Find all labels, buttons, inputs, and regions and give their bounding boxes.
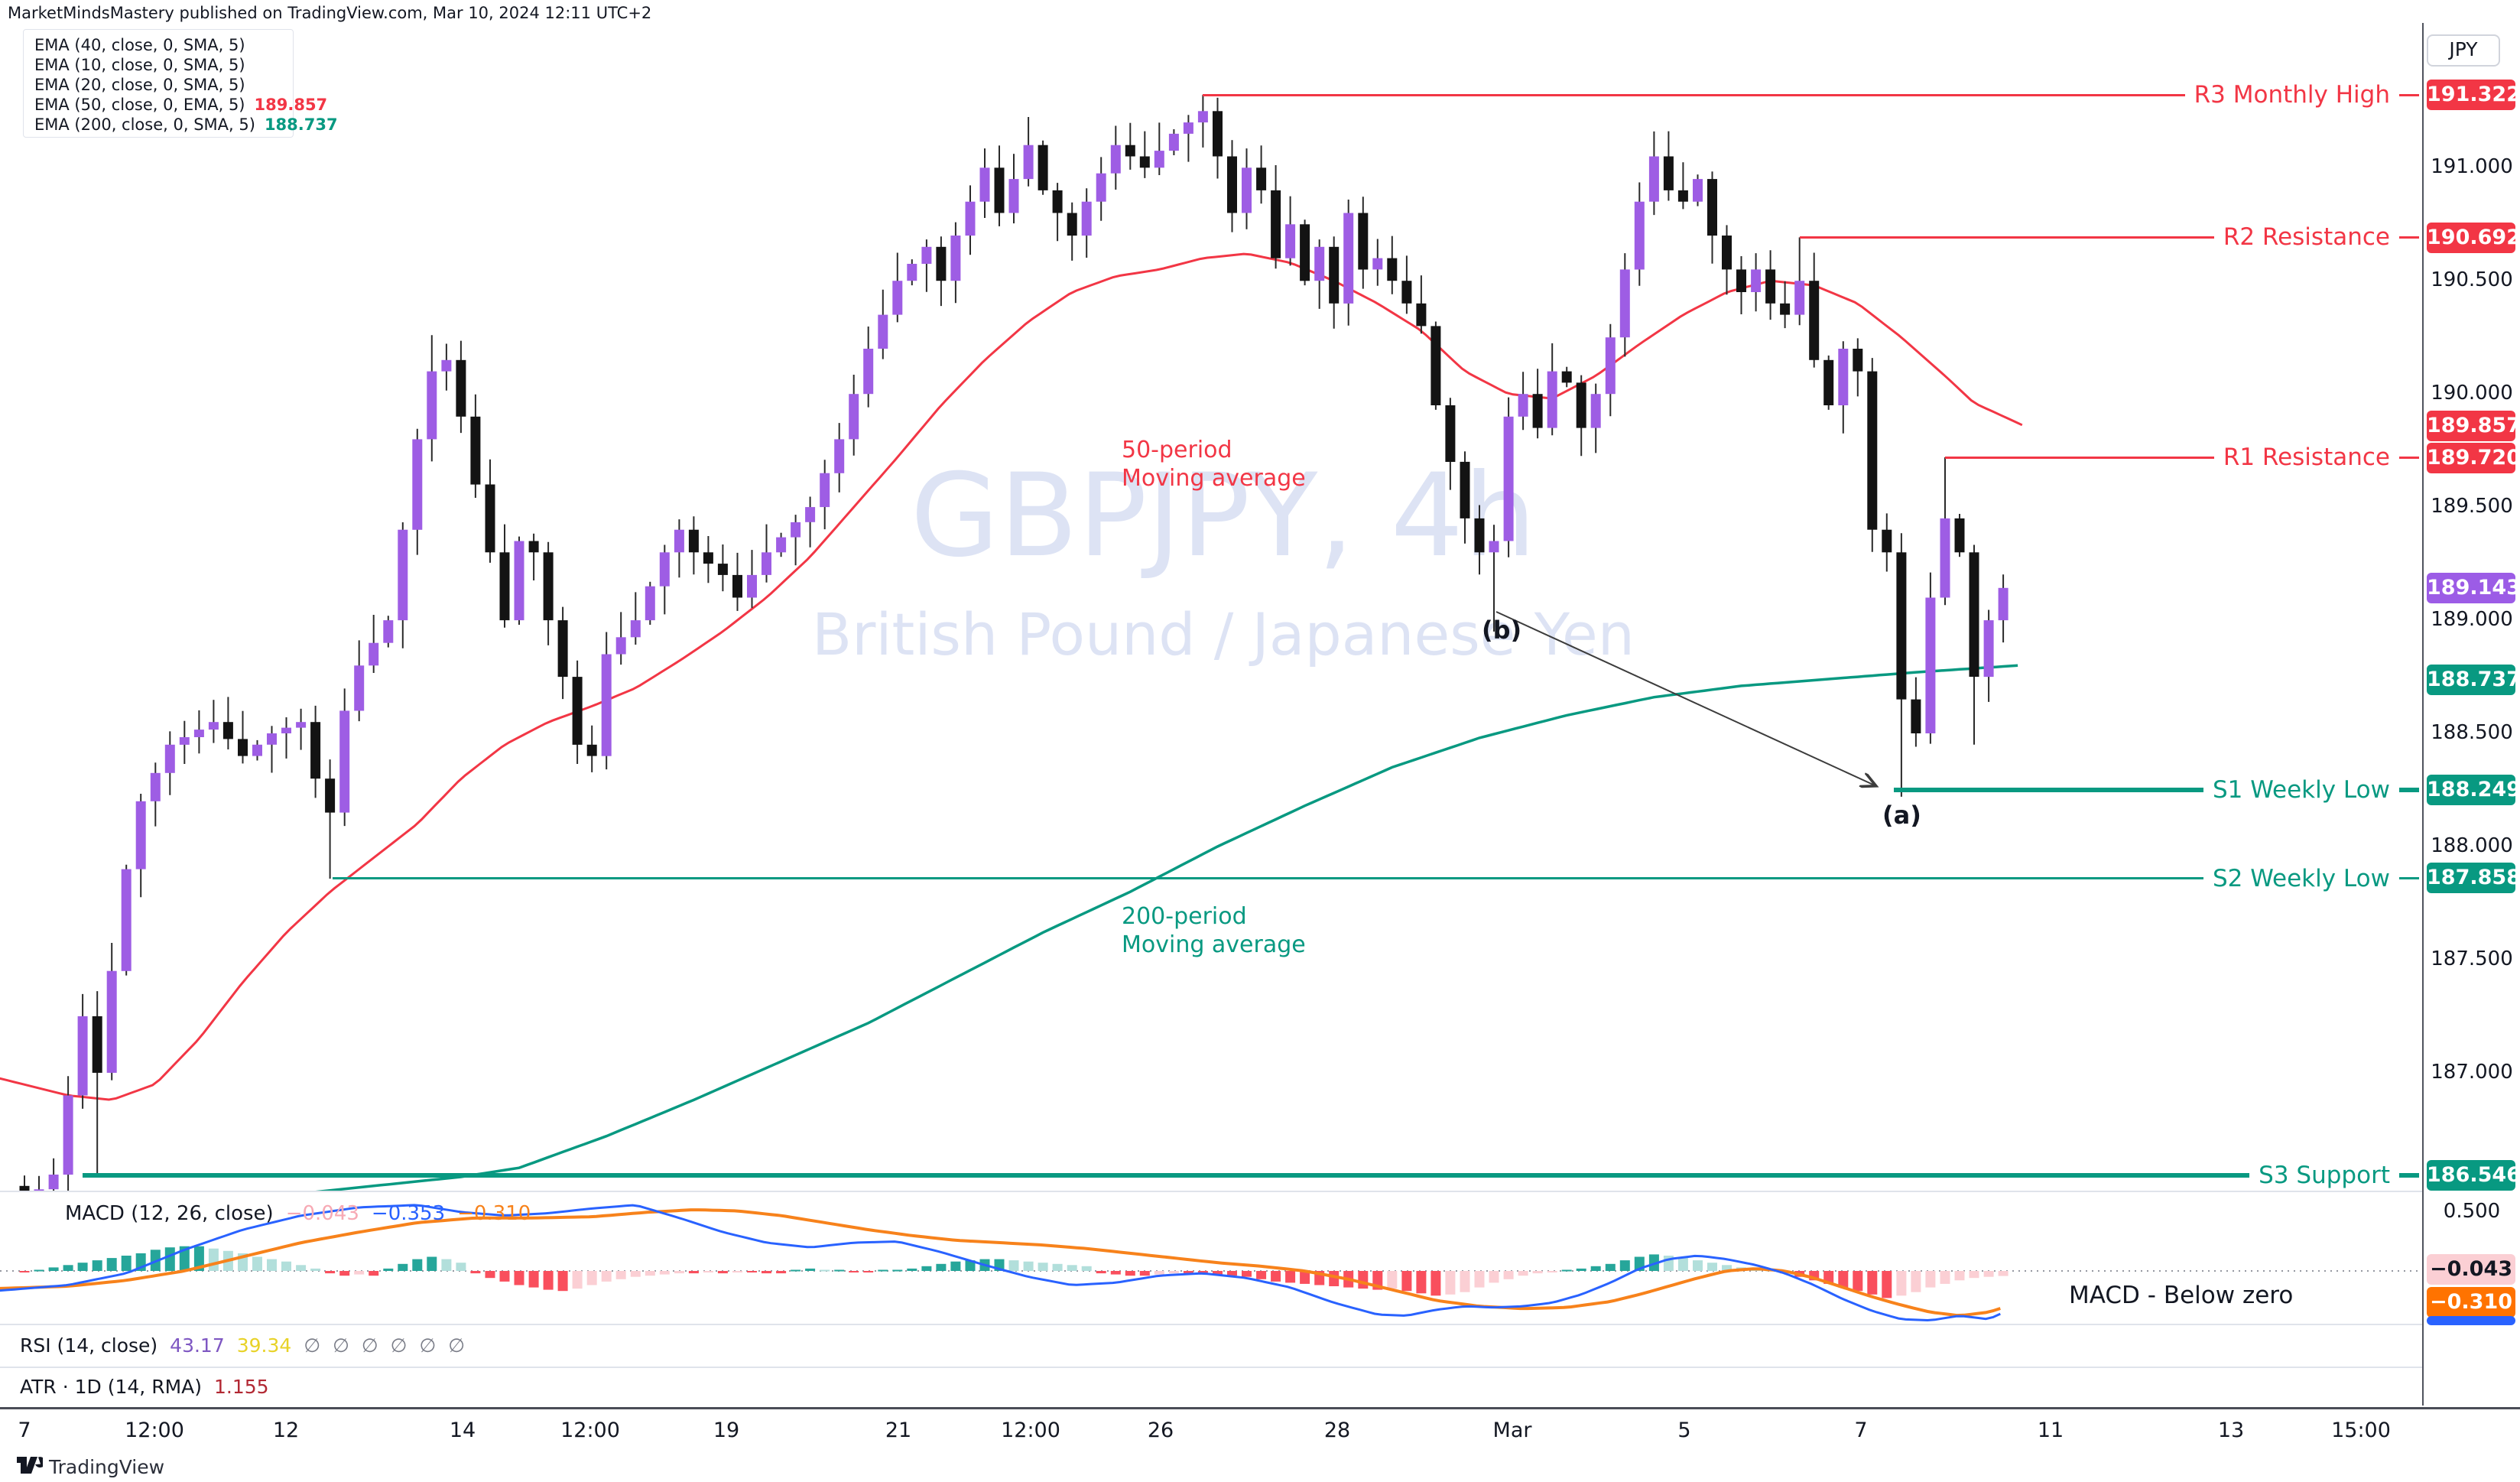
time-axis-label: 12 bbox=[272, 1419, 300, 1442]
legend-row-4[interactable]: EMA (200, close, 0, SMA, 5) 188.737 bbox=[34, 115, 338, 134]
point-a-label: (a) bbox=[1882, 801, 1921, 830]
ma50-annotation-line1: 50-period bbox=[1122, 437, 1232, 463]
atr-legend[interactable]: ATR · 1D (14, RMA) 1.155 bbox=[20, 1376, 269, 1398]
legend-row-label: EMA (20, close, 0, SMA, 5) bbox=[34, 76, 245, 94]
price-badge: 186.546 bbox=[2427, 1160, 2520, 1191]
legend-row-2[interactable]: EMA (20, close, 0, SMA, 5) bbox=[34, 76, 245, 94]
footer-brand-text: TradingView bbox=[49, 1456, 165, 1478]
ma200-annotation-line1: 200-period bbox=[1122, 903, 1247, 930]
tradingview-logo-icon[interactable] bbox=[17, 1455, 43, 1475]
rsi-value: 39.34 bbox=[236, 1334, 292, 1357]
separator-macd-rsi[interactable] bbox=[0, 1324, 2520, 1325]
price-badge: 189.857 bbox=[2427, 411, 2520, 441]
legend-row-0[interactable]: EMA (40, close, 0, SMA, 5) bbox=[34, 36, 245, 54]
macd-legend-label: MACD (12, 26, close) bbox=[65, 1202, 274, 1225]
rsi-value: 43.17 bbox=[170, 1334, 225, 1357]
time-axis-label: 5 bbox=[1677, 1419, 1691, 1442]
rsi-empty-marker-icon: ∅ bbox=[361, 1334, 378, 1357]
time-axis-label: 12:00 bbox=[1001, 1419, 1060, 1442]
price-axis[interactable]: 191.000 190.500 190.000 189.500 189.000 188.5… bbox=[2424, 23, 2520, 1406]
ma200-line[interactable] bbox=[213, 664, 2018, 1191]
rsi-empty-marker-icon: ∅ bbox=[448, 1334, 466, 1357]
price-badge: −0.310 bbox=[2427, 1287, 2515, 1318]
axis-tick: 188.500 bbox=[2431, 721, 2513, 744]
ma50-annotation: 50-period Moving average bbox=[1122, 436, 1306, 492]
ma50-line[interactable] bbox=[0, 252, 2023, 1101]
time-axis-label: 12:00 bbox=[125, 1419, 184, 1442]
axis-tick: 188.000 bbox=[2431, 834, 2513, 857]
time-axis-label: 7 bbox=[1854, 1419, 1868, 1442]
macd-value: −0.043 bbox=[285, 1202, 359, 1225]
candlesticks[interactable] bbox=[19, 95, 2009, 1191]
time-axis-label: 28 bbox=[1323, 1419, 1351, 1442]
macd-value: −0.310 bbox=[457, 1202, 531, 1225]
price-badge bbox=[2427, 1316, 2515, 1325]
legend-row-3[interactable]: EMA (50, close, 0, EMA, 5) 189.857 bbox=[34, 96, 327, 114]
rsi-empty-marker-icon: ∅ bbox=[304, 1334, 321, 1357]
legend-row-label: EMA (10, close, 0, SMA, 5) bbox=[34, 56, 245, 74]
axis-tick: 189.000 bbox=[2431, 608, 2513, 631]
separator-price-macd[interactable] bbox=[0, 1191, 2520, 1192]
time-axis-label: 26 bbox=[1147, 1419, 1174, 1442]
rsi-empty-marker-icon: ∅ bbox=[390, 1334, 408, 1357]
atr-legend-label: ATR · 1D (14, RMA) bbox=[20, 1376, 203, 1398]
time-axis-label: 7 bbox=[18, 1419, 31, 1442]
rsi-empty-marker-icon: ∅ bbox=[419, 1334, 437, 1357]
axis-tick: 187.000 bbox=[2431, 1061, 2513, 1084]
time-axis-label: 14 bbox=[449, 1419, 476, 1442]
axis-tick: 191.000 bbox=[2431, 155, 2513, 178]
axis-tick: 189.500 bbox=[2431, 495, 2513, 518]
legend-row-label: EMA (50, close, 0, EMA, 5) bbox=[34, 96, 245, 114]
indicator-legend[interactable]: EMA (40, close, 0, SMA, 5) EMA (10, close… bbox=[23, 29, 338, 138]
price-badge: 190.692 bbox=[2427, 223, 2520, 253]
legend-row-value: 189.857 bbox=[254, 96, 328, 114]
macd-value: −0.353 bbox=[371, 1202, 446, 1225]
axis-tick: 187.500 bbox=[2431, 947, 2513, 970]
ab-arrow[interactable] bbox=[1495, 611, 1875, 785]
footer-bar: TradingView bbox=[0, 1449, 2520, 1482]
legend-row-label: EMA (40, close, 0, SMA, 5) bbox=[34, 36, 245, 54]
ma200-annotation: 200-period Moving average bbox=[1122, 902, 1306, 959]
macd-note-annotation: MACD - Below zero bbox=[2069, 1282, 2294, 1309]
time-axis-label: Mar bbox=[1492, 1419, 1532, 1442]
macd-signal-line bbox=[0, 1208, 2001, 1318]
price-badge: 189.143 bbox=[2427, 573, 2520, 603]
separator-rsi-atr[interactable] bbox=[0, 1367, 2520, 1368]
publish-header: MarketMindsMastery published on TradingV… bbox=[0, 0, 2520, 23]
time-axis-label: 15:00 bbox=[2331, 1419, 2391, 1442]
rsi-empty-marker-icon: ∅ bbox=[333, 1334, 349, 1357]
axis-separator-line bbox=[2422, 23, 2424, 1406]
legend-row-value: 188.737 bbox=[264, 115, 338, 134]
axis-tick: 190.500 bbox=[2431, 268, 2513, 291]
price-badge: 187.858 bbox=[2427, 863, 2520, 893]
price-pane[interactable] bbox=[0, 23, 2422, 1191]
macd-legend[interactable]: MACD (12, 26, close) −0.043 −0.353 −0.310 bbox=[65, 1202, 531, 1225]
axis-tick: 190.000 bbox=[2431, 382, 2513, 405]
rsi-legend[interactable]: RSI (14, close) 43.17 39.34 ∅ ∅ ∅ ∅ ∅ ∅ bbox=[20, 1334, 465, 1357]
time-axis-label: 11 bbox=[2037, 1419, 2064, 1442]
time-axis-label: 19 bbox=[713, 1419, 740, 1442]
time-axis-label: 12:00 bbox=[560, 1419, 620, 1442]
time-axis-label: 13 bbox=[2217, 1419, 2245, 1442]
price-badge: −0.043 bbox=[2427, 1254, 2515, 1285]
time-axis[interactable]: 7 12:00 12 14 12:00 19 21 12:00 26 28 Mar 5 7 11 13 15:… bbox=[0, 1407, 2520, 1451]
price-badge: 189.720 bbox=[2427, 443, 2520, 473]
time-axis-label: 21 bbox=[885, 1419, 912, 1442]
price-badge: 188.737 bbox=[2427, 665, 2520, 695]
ma50-annotation-line2: Moving average bbox=[1122, 465, 1306, 492]
price-badge: 188.249 bbox=[2427, 775, 2520, 805]
publish-header-text: MarketMindsMastery published on TradingV… bbox=[8, 4, 652, 22]
currency-button[interactable]: JPY bbox=[2427, 34, 2500, 67]
atr-value: 1.155 bbox=[214, 1376, 269, 1398]
macd-pane[interactable] bbox=[0, 1191, 2422, 1324]
legend-row-1[interactable]: EMA (10, close, 0, SMA, 5) bbox=[34, 56, 245, 74]
macd-main-line bbox=[0, 1204, 2001, 1322]
axis-tick: 0.500 bbox=[2443, 1200, 2501, 1223]
rsi-legend-label: RSI (14, close) bbox=[20, 1334, 158, 1357]
legend-row-label: EMA (200, close, 0, SMA, 5) bbox=[34, 115, 255, 134]
point-b-label: (b) bbox=[1482, 616, 1522, 645]
price-badge: 191.322 bbox=[2427, 80, 2520, 110]
ma200-annotation-line2: Moving average bbox=[1122, 931, 1306, 958]
